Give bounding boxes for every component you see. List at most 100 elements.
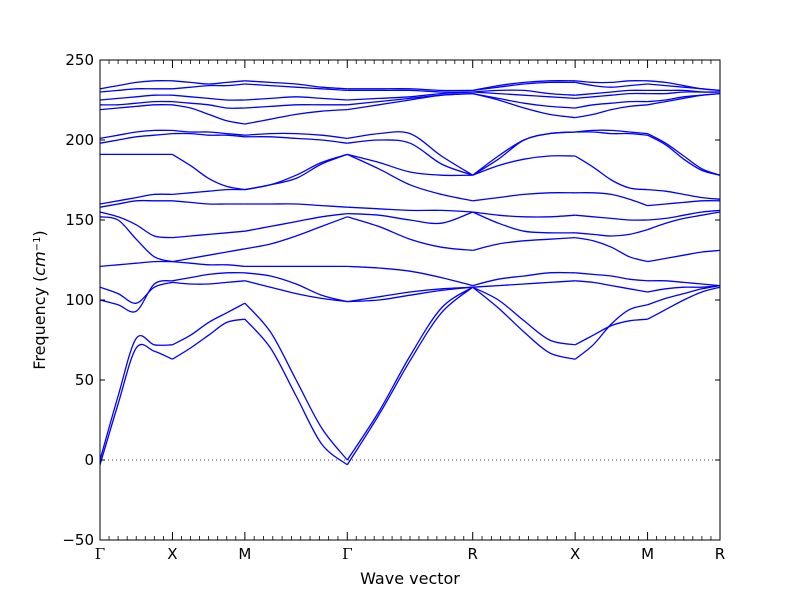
band-2-15 [172, 94, 245, 101]
band-7-13 [647, 92, 720, 103]
y-tick-label: 100 [65, 291, 94, 309]
y-tick-label: −50 [62, 531, 94, 549]
x-tick-label: R [715, 545, 725, 563]
band-6-12 [575, 104, 648, 119]
band-1-15 [100, 94, 173, 101]
band-6-4 [575, 272, 648, 282]
band-5-16 [472, 81, 576, 92]
band-2-2 [172, 302, 246, 346]
band-1-11 [100, 132, 173, 144]
plot-frame [99, 59, 721, 541]
band-6-10 [575, 131, 648, 136]
x-tick-label: M [238, 545, 251, 563]
band-4-10 [347, 153, 473, 177]
band-7-5 [647, 249, 720, 263]
band-5-15 [472, 89, 576, 96]
band-1-7 [100, 211, 173, 239]
band-4-2 [346, 286, 474, 466]
band-2-3 [172, 272, 245, 282]
band-3-11 [244, 136, 348, 144]
y-tick-label: 200 [65, 131, 94, 149]
band-6-9 [574, 155, 648, 191]
band-4-7 [347, 211, 473, 225]
band-4-14 [347, 92, 473, 106]
band-3-1 [244, 318, 348, 466]
band-1-17 [100, 80, 173, 90]
x-tick-label: M [641, 545, 654, 563]
x-tick-label: Γ [342, 545, 352, 563]
phonon-bands [100, 80, 720, 466]
band-3-12 [244, 132, 348, 140]
band-3-15 [244, 96, 348, 101]
band-5-6 [472, 211, 576, 234]
band-1-2 [100, 335, 173, 461]
band-1-5 [100, 260, 173, 268]
band-3-13 [244, 108, 348, 125]
band-1-9 [100, 193, 173, 205]
y-axis-label-paren-open: ( [30, 276, 49, 282]
band-2-7 [172, 230, 245, 239]
band-2-4 [172, 280, 245, 285]
band-7-6 [647, 211, 720, 231]
band-5-8 [472, 192, 576, 202]
band-4-12 [347, 131, 474, 176]
band-4-15 [347, 91, 473, 101]
band-7-9 [647, 188, 720, 200]
x-tick-label: R [468, 545, 478, 563]
band-3-4 [244, 280, 348, 303]
band-6-16 [575, 81, 648, 88]
band-7-7 [647, 209, 720, 221]
band-3-10 [244, 153, 348, 191]
band-4-11 [347, 139, 473, 176]
band-5-5 [472, 236, 576, 252]
band-7-11 [647, 133, 720, 176]
band-7-2 [647, 284, 720, 306]
band-2-14 [172, 100, 245, 109]
band-2-1 [172, 318, 245, 360]
band-6-13 [575, 100, 648, 109]
band-5-1 [472, 286, 576, 346]
band-2-6 [172, 248, 245, 263]
y-axis-label-text: Frequency [30, 287, 49, 370]
band-5-17 [472, 80, 576, 92]
band-5-2 [472, 286, 576, 360]
band-2-11 [172, 132, 245, 138]
band-4-17 [347, 88, 473, 92]
band-6-3 [575, 280, 648, 293]
band-7-3 [647, 284, 720, 293]
band-7-15 [647, 89, 720, 93]
band-5-7 [472, 211, 576, 218]
band-2-8 [172, 200, 245, 205]
y-axis-label-unit-exponent: −1 [32, 237, 43, 252]
band-7-4 [647, 280, 720, 287]
band-5-9 [472, 155, 576, 176]
band-4-5 [347, 265, 473, 287]
band-2-16 [172, 83, 245, 90]
band-4-6 [347, 216, 473, 252]
y-axis-ticks: −50 0 50 100 150 200 250 [62, 51, 720, 549]
band-4-8 [347, 206, 473, 213]
y-axis-label: Frequency (cm−1) [30, 230, 49, 369]
band-6-5 [575, 236, 648, 263]
x-axis-label: Wave vector [360, 569, 460, 588]
y-tick-label: 250 [65, 51, 94, 69]
band-1-14 [100, 100, 173, 106]
band-3-6 [244, 216, 348, 250]
band-1-6 [100, 216, 173, 263]
band-3-2 [244, 302, 348, 461]
band-3-7 [244, 212, 348, 232]
band-4-3 [347, 286, 473, 303]
band-1-8 [100, 199, 173, 208]
band-5-3 [472, 280, 576, 288]
x-tick-label: X [167, 545, 177, 563]
y-tick-label: 50 [75, 371, 94, 389]
band-3-16 [244, 83, 348, 92]
band-6-7 [575, 214, 648, 221]
band-4-16 [347, 89, 473, 93]
band-2-12 [172, 129, 245, 136]
band-2-9 [172, 188, 245, 196]
band-6-6 [575, 228, 648, 237]
x-tick-label: Γ [95, 545, 105, 563]
